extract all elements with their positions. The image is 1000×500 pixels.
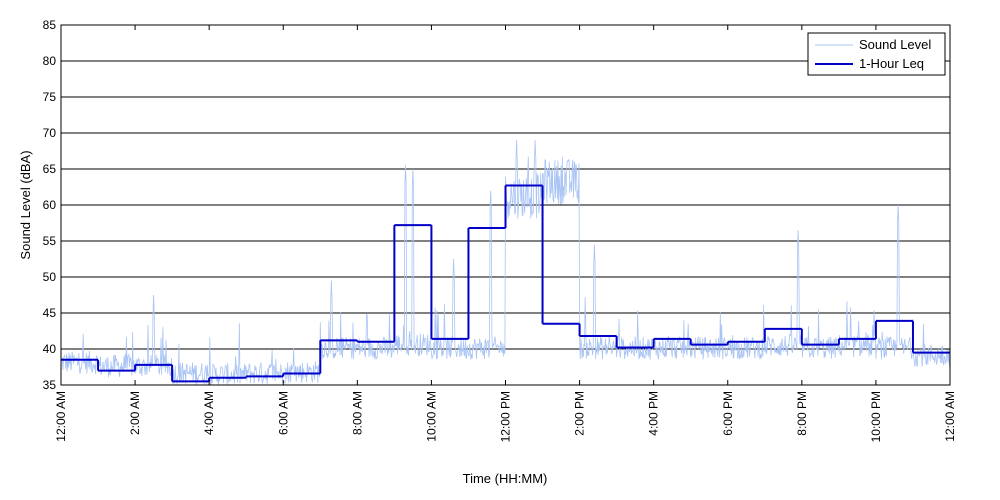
y-tick-label: 80 — [43, 54, 57, 68]
x-tick-label: 6:00 PM — [721, 391, 735, 436]
leq-series — [61, 184, 950, 383]
y-tick-label: 85 — [43, 18, 57, 32]
x-tick-label: 12:00 PM — [499, 391, 513, 442]
x-tick-label: 8:00 AM — [350, 391, 364, 435]
x-tick-label: 12:00 AM — [54, 391, 68, 442]
y-tick-label: 70 — [43, 126, 57, 140]
y-tick-label: 40 — [43, 342, 57, 356]
x-tick-label: 6:00 AM — [276, 391, 290, 435]
legend-box — [807, 32, 946, 76]
legend-label-sound-level: Sound Level — [859, 37, 931, 52]
y-tick-label: 65 — [43, 162, 57, 176]
x-tick-label: 4:00 PM — [647, 391, 661, 436]
x-tick-label: 2:00 PM — [573, 391, 587, 436]
x-axis-label: Time (HH:MM) — [463, 471, 548, 486]
y-tick-label: 35 — [43, 378, 57, 392]
y-tick-label: 50 — [43, 270, 57, 284]
y-axis: 35 40 45 50 55 60 65 70 75 80 85 — [43, 18, 950, 392]
x-tick-label: 2:00 AM — [128, 391, 142, 435]
legend-label-leq: 1-Hour Leq — [859, 56, 924, 71]
x-tick-label: 8:00 PM — [795, 391, 809, 436]
y-tick-label: 45 — [43, 306, 57, 320]
y-tick-label: 60 — [43, 198, 57, 212]
x-tick-label: 10:00 AM — [424, 391, 438, 442]
x-tick-label: 10:00 PM — [869, 391, 883, 442]
x-tick-label: 12:00 AM — [943, 391, 957, 442]
y-axis-label: Sound Level (dBA) — [18, 150, 33, 259]
x-tick-label: 4:00 AM — [202, 391, 216, 435]
legend: Sound Level 1-Hour Leq — [807, 32, 946, 76]
x-axis: 12:00 AM 2:00 AM 4:00 AM 6:00 AM 8:00 AM 10:0… — [54, 25, 957, 442]
y-tick-label: 55 — [43, 234, 57, 248]
y-tick-label: 75 — [43, 90, 57, 104]
